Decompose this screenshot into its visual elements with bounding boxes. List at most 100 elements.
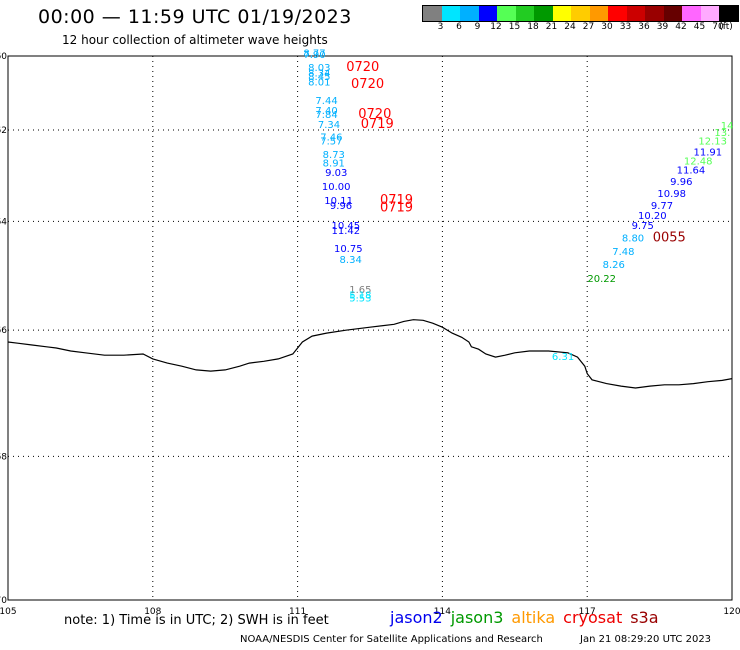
wave-height-value: 20.22 — [587, 274, 616, 285]
longitude-tick-label: 105 — [0, 607, 17, 617]
wave-height-value: 7.34 — [318, 120, 340, 131]
colorbar-swatch — [682, 6, 701, 21]
colorbar-label: 39 — [656, 22, 669, 32]
colorbar-swatch — [663, 6, 682, 21]
colorbar-label: 33 — [619, 22, 632, 32]
footer-timestamp: Jan 21 08:29:20 UTC 2023 — [580, 634, 712, 645]
wave-height-value: 9.96 — [330, 201, 352, 212]
legend-s3a: s3a — [630, 608, 659, 627]
colorbar-swatch — [497, 6, 516, 21]
wave-height-value: 8.34 — [340, 255, 362, 266]
legend-jason3: jason3 — [450, 608, 504, 627]
wave-height-value: 10.98 — [657, 189, 686, 200]
wave-height-value: 8.34 — [308, 68, 330, 79]
colorbar-label: 15 — [508, 22, 521, 32]
latitude-tick-label: -60 — [0, 52, 7, 62]
colorbar-swatch — [626, 6, 645, 21]
map-subtitle: 12 hour collection of altimeter wave hei… — [62, 33, 328, 47]
colorbar-swatch — [515, 6, 534, 21]
wave-height-value: 1.65 — [349, 285, 371, 296]
wave-height-value: 8.45 — [308, 72, 330, 83]
colorbar-label: 45 — [693, 22, 706, 32]
wave-height-value: 9.75 — [632, 221, 654, 232]
longitude-tick-label: 111 — [289, 607, 306, 617]
wave-height-value: 10.75 — [334, 244, 363, 255]
wave-height-value: 7.46 — [320, 132, 342, 143]
colorbar-swatch — [441, 6, 460, 21]
colorbar-label: 21 — [545, 22, 558, 32]
pass-time-label: 0055 — [653, 231, 686, 246]
colorbar-label: 3 — [437, 22, 444, 32]
wave-height-value: 8.03 — [308, 63, 330, 74]
colorbar-swatch — [589, 6, 608, 21]
antarctic-coastline — [7, 319, 733, 389]
latitude-tick-label: -68 — [0, 452, 7, 462]
wave-height-value: 7.48 — [612, 247, 634, 258]
legend-cryosat: cryosat — [563, 608, 623, 627]
wave-height-value: 8.77 — [303, 49, 325, 60]
wave-height-value: 7.84 — [315, 110, 337, 121]
colorbar-swatch — [460, 6, 479, 21]
wave-height-value: 11.91 — [694, 148, 723, 159]
latitude-tick-label: -64 — [0, 217, 7, 227]
colorbar-swatch — [552, 6, 571, 21]
colorbar-swatch — [719, 6, 738, 21]
colorbar-label: 30 — [601, 22, 613, 32]
satellite-legend: jason2 jason3 altika cryosat s3a — [390, 608, 667, 627]
colorbar-swatch — [534, 6, 553, 21]
wave-height-value: 11.64 — [677, 166, 706, 177]
note-text: note: 1) Time is in UTC; 2) SWH is in fe… — [64, 613, 329, 628]
wave-height-value: 12.48 — [684, 156, 713, 167]
wave-height-value: 10.00 — [322, 182, 351, 193]
pass-time-label: 0720 — [351, 77, 384, 92]
colorbar-swatch — [608, 6, 627, 21]
colorbar-label: 70 — [712, 22, 724, 32]
pass-time-label: 0720 — [346, 60, 379, 75]
wave-height-value: 9.96 — [670, 177, 692, 188]
pass-time-label: 0719 — [380, 193, 413, 208]
wave-height-value: 13. — [714, 128, 730, 139]
wave-height-value: 6.31 — [552, 352, 574, 363]
longitude-tick-label: 117 — [579, 607, 596, 617]
colorbar-label: (ft) — [719, 22, 733, 32]
wave-height-value: 9.03 — [325, 168, 347, 179]
wave-height-value: 9.77 — [651, 201, 673, 212]
wave-height-value: 7.44 — [315, 96, 337, 107]
wave-height-value: 10.11 — [324, 196, 353, 207]
legend-altika: altika — [511, 608, 556, 627]
wave-height-value: 14 — [721, 121, 734, 132]
latitude-tick-label: -66 — [0, 326, 7, 336]
colorbar-swatch — [571, 6, 590, 21]
wave-height-value: 5.53 — [349, 293, 371, 304]
longitude-tick-label: 108 — [144, 607, 161, 617]
wave-height-value: 8.73 — [323, 150, 345, 161]
longitude-tick-label: 114 — [434, 607, 451, 617]
wave-height-colorbar — [422, 5, 739, 22]
colorbar-label: 42 — [675, 22, 687, 32]
map-title: 00:00 — 11:59 UTC 01/19/2023 — [38, 6, 352, 28]
pass-time-label: 0719 — [380, 200, 413, 215]
wave-height-value: 7.90 — [303, 50, 325, 61]
wave-height-value: 5.18 — [349, 291, 371, 302]
colorbar-label: 12 — [490, 22, 502, 32]
wave-height-value: 11.42 — [332, 226, 361, 237]
latitude-tick-label: -62 — [0, 126, 7, 136]
wave-height-value: 8.01 — [308, 77, 330, 88]
footer-credit: NOAA/NESDIS Center for Satellite Applica… — [240, 634, 543, 645]
latitude-tick-label: -70 — [0, 596, 7, 606]
map-frame — [7, 55, 733, 601]
colorbar-label: 24 — [564, 22, 576, 32]
colorbar-label: 6 — [456, 22, 462, 32]
legend-jason2: jason2 — [390, 608, 443, 627]
wave-height-value: 12.13 — [698, 137, 727, 148]
colorbar-swatch — [478, 6, 497, 21]
wave-height-value: 8.80 — [622, 234, 644, 245]
wave-height-value: 8.26 — [603, 260, 625, 271]
colorbar-swatch — [700, 6, 719, 21]
pass-time-label: 0720 — [358, 107, 391, 122]
colorbar-label: 18 — [527, 22, 539, 32]
wave-height-value: 8.91 — [323, 159, 345, 170]
pass-time-label: 0719 — [361, 117, 394, 132]
